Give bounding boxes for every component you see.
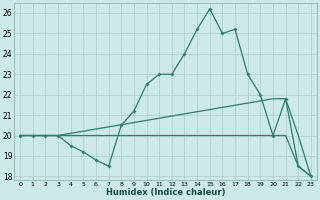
X-axis label: Humidex (Indice chaleur): Humidex (Indice chaleur) [106,188,225,197]
